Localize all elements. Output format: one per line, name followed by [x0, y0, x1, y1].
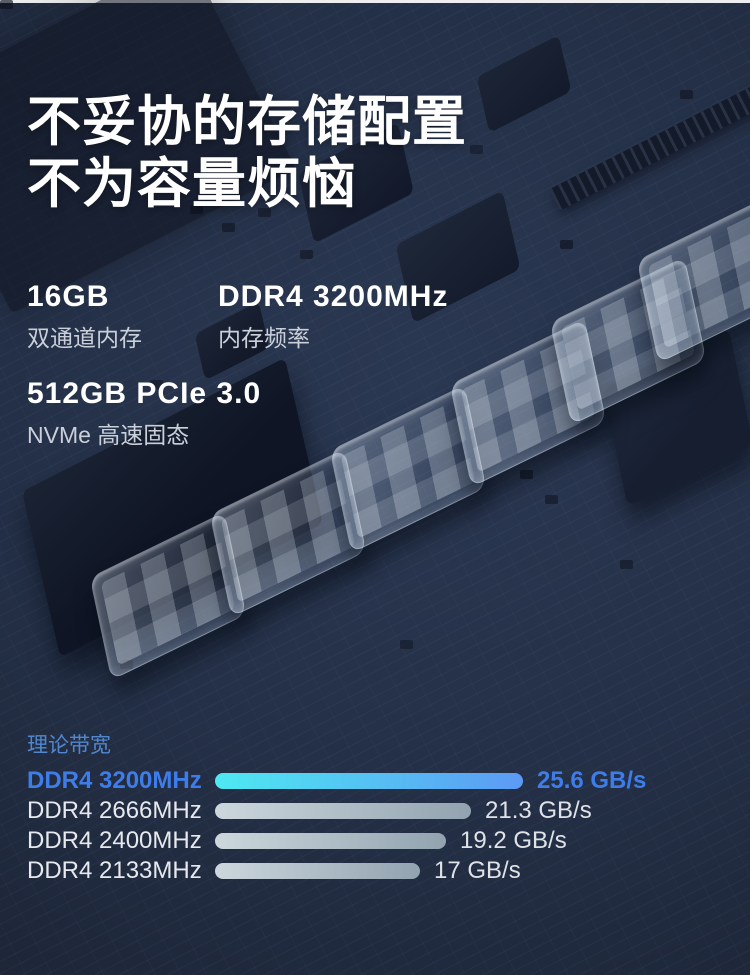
chart-row: DDR4 2133MHz 17 GB/s — [27, 856, 727, 886]
chart-row: DDR4 3200MHz 25.6 GB/s — [27, 766, 727, 796]
spec-label: 内存频率 — [218, 325, 310, 351]
bandwidth-chart-rows: DDR4 3200MHz 25.6 GB/s DDR4 2666MHz 21.3 GB… — [27, 766, 727, 886]
chart-bar — [215, 773, 523, 789]
spec-label: NVMe 高速固态 — [27, 422, 190, 448]
chart-row-label: DDR4 2133MHz — [27, 857, 202, 884]
small-components-graphic — [0, 0, 13, 9]
bandwidth-chart: 理论带宽 DDR4 3200MHz 25.6 GB/s DDR4 2666MHz 21… — [27, 729, 727, 886]
spec-storage: 512GB PCIe 3.0 NVMe 高速固态 — [27, 377, 261, 450]
chart-bar — [215, 863, 420, 879]
chart-row: DDR4 2400MHz 19.2 GB/s — [27, 826, 727, 856]
chart-row-value: 17 GB/s — [434, 857, 521, 884]
chart-row-label: DDR4 2400MHz — [27, 827, 202, 854]
chart-row-value: 25.6 GB/s — [537, 767, 647, 794]
component-block-graphic — [476, 34, 572, 134]
chart-row: DDR4 2666MHz 21.3 GB/s — [27, 796, 727, 826]
spec-row-storage: 512GB PCIe 3.0 NVMe 高速固态 — [27, 377, 261, 450]
spec-value: 512GB PCIe 3.0 — [27, 377, 262, 410]
top-edge-line — [0, 0, 750, 3]
spec-label: 双通道内存 — [27, 325, 142, 351]
chart-bar — [215, 833, 446, 849]
spec-memory-frequency: DDR4 3200MHz 内存频率 — [218, 280, 448, 353]
spec-value: DDR4 3200MHz — [218, 280, 449, 313]
spec-value: 16GB — [27, 280, 110, 313]
page-title: 不妥协的存储配置 不为容量烦恼 — [27, 92, 467, 215]
chart-row-label: DDR4 2666MHz — [27, 797, 202, 824]
dimm-slot-graphic — [548, 69, 750, 211]
page-title-line1: 不妥协的存储配置 — [27, 92, 467, 152]
chart-row-label: DDR4 3200MHz — [27, 767, 202, 794]
chart-bar — [215, 803, 471, 819]
page-title-line2: 不为容量烦恼 — [27, 153, 357, 214]
chart-row-value: 21.3 GB/s — [485, 797, 592, 824]
spec-row-memory: 16GB 双通道内存 DDR4 3200MHz 内存频率 — [27, 280, 448, 353]
chart-title: 理论带宽 — [27, 734, 111, 757]
spec-memory-capacity: 16GB 双通道内存 — [27, 280, 218, 353]
chart-row-value: 19.2 GB/s — [460, 827, 567, 854]
memory-chip-graphic — [636, 194, 750, 364]
